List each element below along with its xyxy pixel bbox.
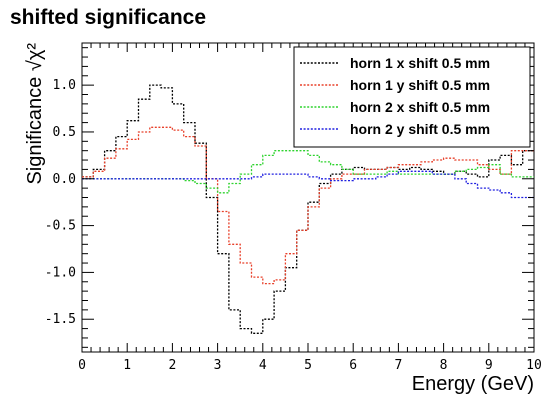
x-axis-title: Energy (GeV) — [412, 373, 534, 395]
y-tick-label: 0.5 — [53, 125, 76, 140]
y-axis-title-text: Significance — [24, 71, 46, 184]
series-line-4 — [82, 170, 534, 199]
y-tick-label: -0.5 — [45, 219, 76, 234]
x-tick-label: 9 — [485, 358, 493, 373]
legend-label-2: horn 1 y shift 0.5 mm — [350, 77, 490, 93]
y-axis-title: Significance √χ² — [24, 43, 46, 185]
x-tick-label: 6 — [349, 358, 357, 373]
legend-label-3: horn 2 x shift 0.5 mm — [350, 99, 490, 115]
legend-label-4: horn 2 y shift 0.5 mm — [350, 121, 490, 137]
x-tick-label: 1 — [123, 358, 131, 373]
x-tick-label: 7 — [394, 358, 402, 373]
y-tick-label: -1.5 — [45, 312, 76, 327]
y-tick-label: 1.0 — [53, 78, 76, 93]
y-axis-title-symbol: √χ² — [24, 43, 46, 71]
x-tick-label: 5 — [304, 358, 312, 373]
series-line-3 — [82, 150, 534, 194]
x-tick-label: 8 — [440, 358, 448, 373]
x-tick-label: 10 — [526, 358, 542, 373]
x-tick-label: 2 — [168, 358, 176, 373]
series-line-2 — [82, 126, 534, 285]
x-tick-label: 0 — [78, 358, 86, 373]
x-tick-label: 3 — [214, 358, 222, 373]
y-tick-label: -1.0 — [45, 265, 76, 280]
y-tick-label: 0.0 — [53, 172, 76, 187]
page-title: shifted significance — [10, 6, 207, 29]
legend-label-1: horn 1 x shift 0.5 mm — [350, 55, 490, 71]
x-tick-label: 4 — [259, 358, 267, 373]
series-line-1 — [82, 84, 534, 334]
